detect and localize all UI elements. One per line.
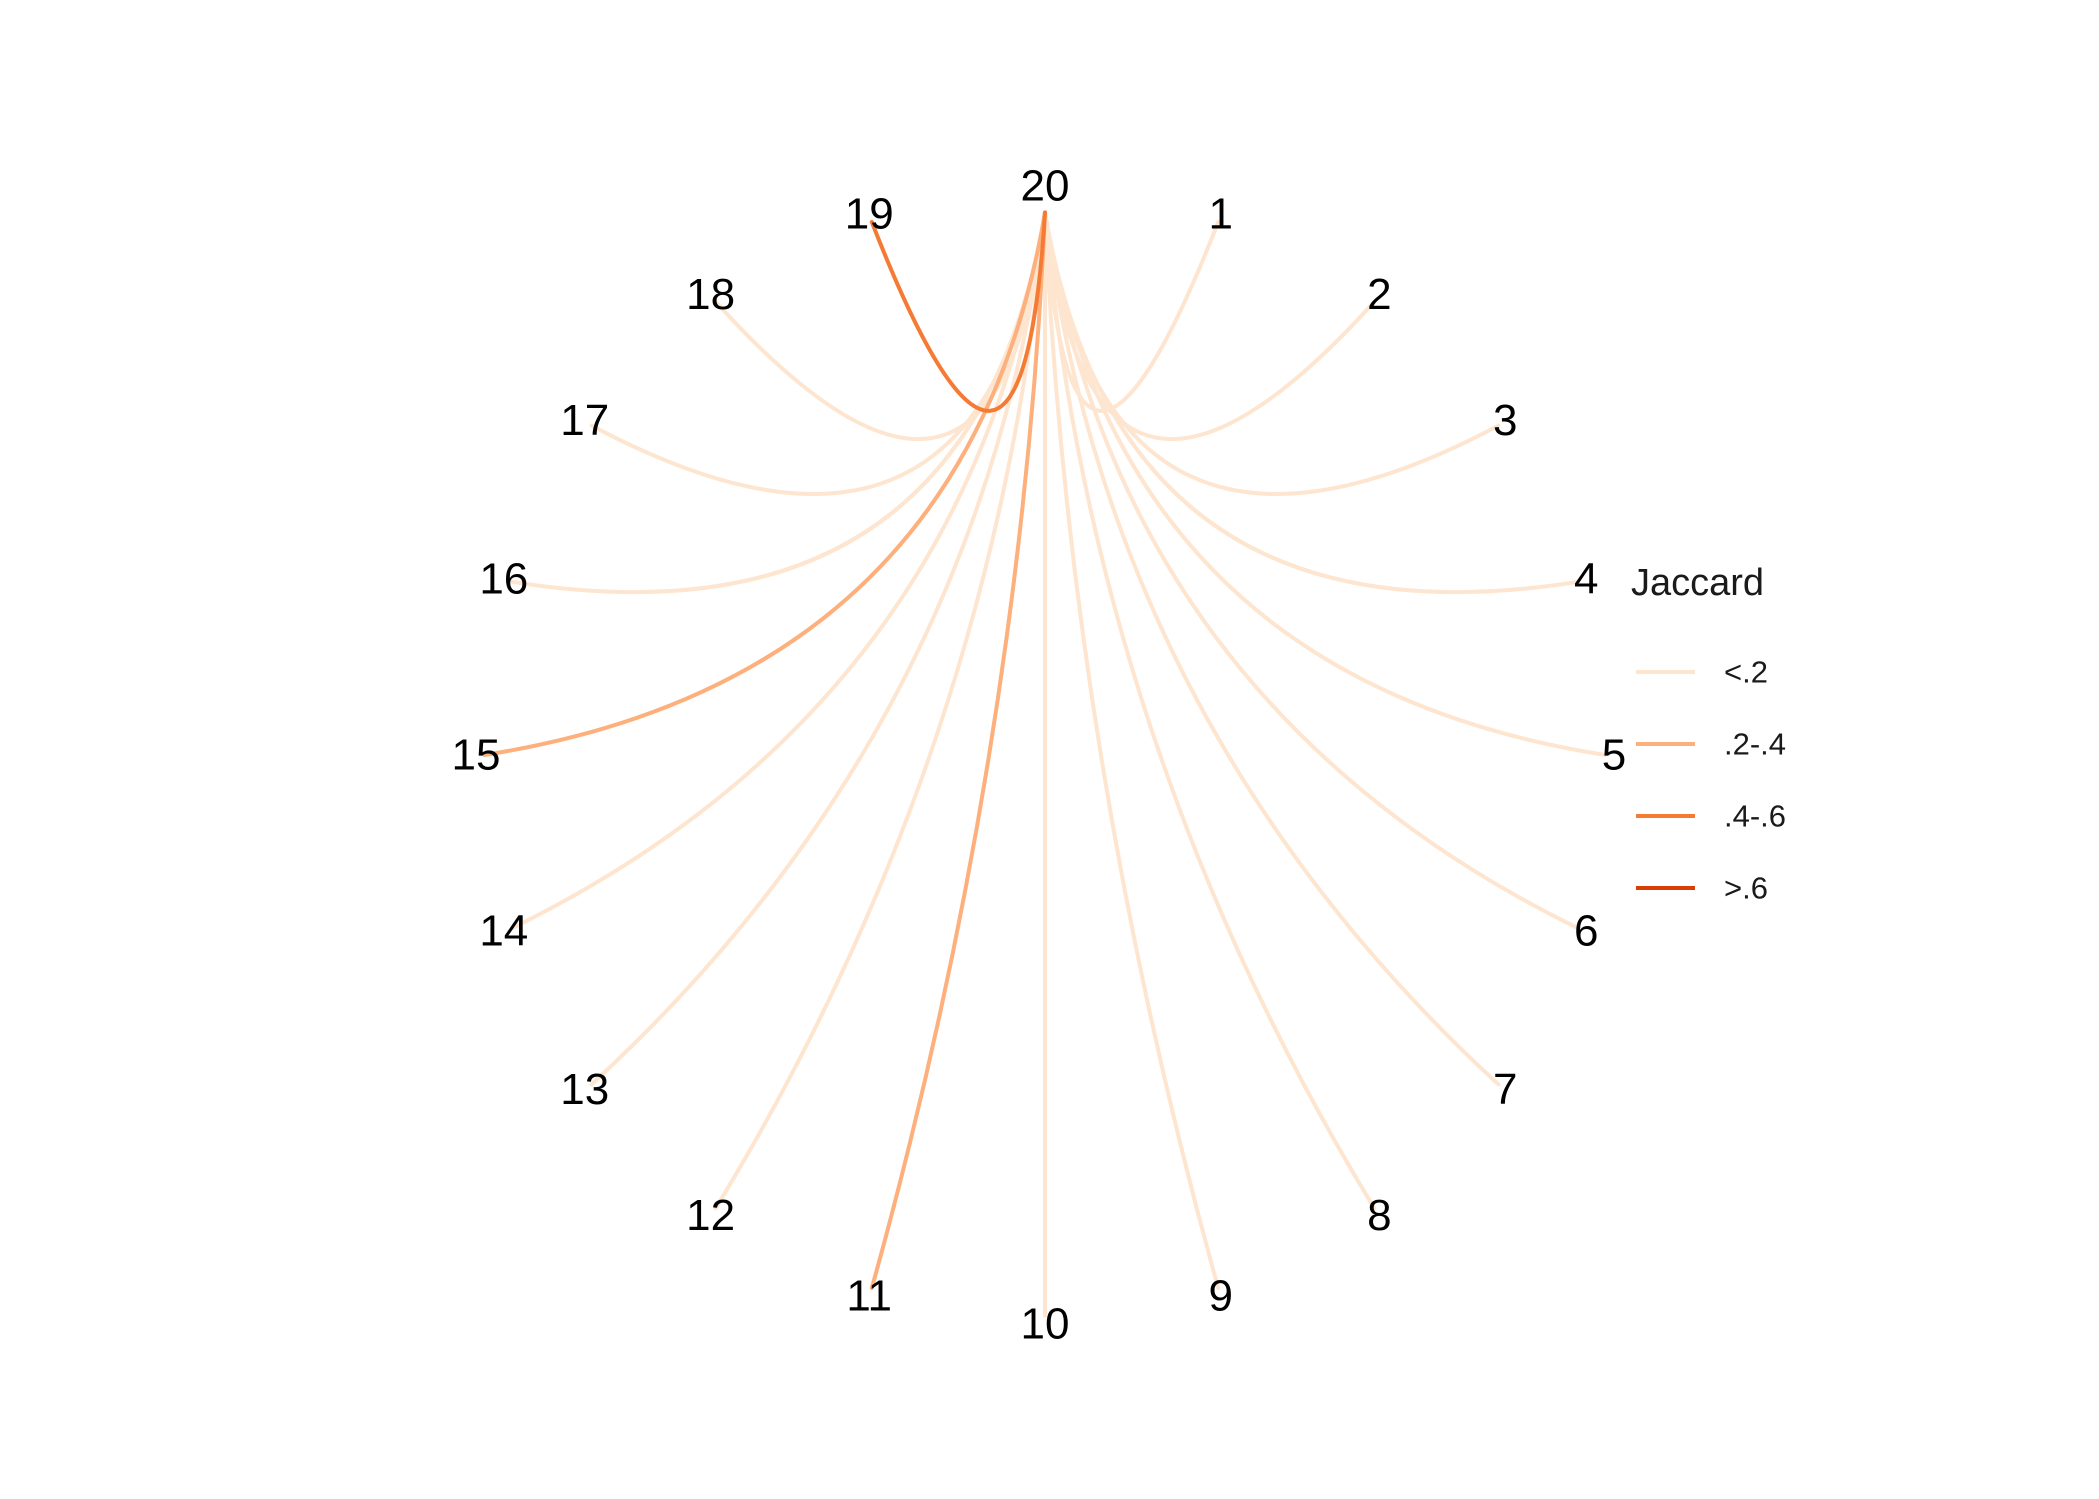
- legend-item: <.2: [1636, 655, 1768, 690]
- legend-label: .4-.6: [1724, 799, 1786, 834]
- node-label-2: 2: [1367, 270, 1391, 319]
- node-label-6: 6: [1574, 906, 1598, 955]
- node-label-3: 3: [1493, 396, 1517, 445]
- legend-label: .2-.4: [1724, 727, 1786, 762]
- node-label-7: 7: [1493, 1065, 1517, 1114]
- node-label-17: 17: [560, 396, 609, 445]
- node-label-9: 9: [1209, 1272, 1233, 1321]
- legend: Jaccard <.2 .2-.4 .4-.6 >.6: [1631, 562, 1786, 906]
- node-label-5: 5: [1602, 731, 1626, 780]
- edge-20-3: [1043, 210, 1501, 497]
- node-label-11: 11: [846, 1272, 892, 1321]
- edge-20-19: [869, 210, 1047, 413]
- edge-20-12: [713, 210, 1047, 1211]
- node-label-13: 13: [560, 1065, 609, 1114]
- legend-label: >.6: [1724, 871, 1768, 906]
- edge-20-18: [713, 210, 1047, 441]
- edge-20-15: [482, 210, 1047, 757]
- edge-20-13: [589, 210, 1047, 1087]
- node-label-10: 10: [1021, 1300, 1070, 1349]
- node-label-1: 1: [1209, 189, 1233, 238]
- legend-title: Jaccard: [1631, 562, 1764, 604]
- node-label-15: 15: [452, 731, 501, 780]
- node-label-12: 12: [686, 1191, 735, 1240]
- legend-item: .2-.4: [1636, 727, 1786, 762]
- edge-20-8: [1043, 210, 1377, 1211]
- node-label-18: 18: [686, 270, 735, 319]
- edge-20-5: [1043, 210, 1608, 757]
- legend-label: <.2: [1724, 655, 1768, 690]
- edge-20-6: [1043, 210, 1580, 931]
- edge-20-11: [869, 210, 1047, 1290]
- edges-layer: [482, 210, 1608, 1318]
- node-label-8: 8: [1367, 1191, 1391, 1240]
- node-label-14: 14: [479, 906, 528, 955]
- edge-20-9: [1043, 210, 1221, 1290]
- legend-item: .4-.6: [1636, 799, 1786, 834]
- node-label-4: 4: [1574, 555, 1598, 604]
- legend-item: >.6: [1636, 871, 1768, 906]
- node-label-20: 20: [1021, 162, 1070, 211]
- edge-20-1: [1043, 210, 1221, 413]
- edge-20-17: [589, 210, 1047, 497]
- node-label-16: 16: [479, 555, 528, 604]
- node-label-19: 19: [845, 189, 894, 238]
- edge-20-7: [1043, 210, 1501, 1087]
